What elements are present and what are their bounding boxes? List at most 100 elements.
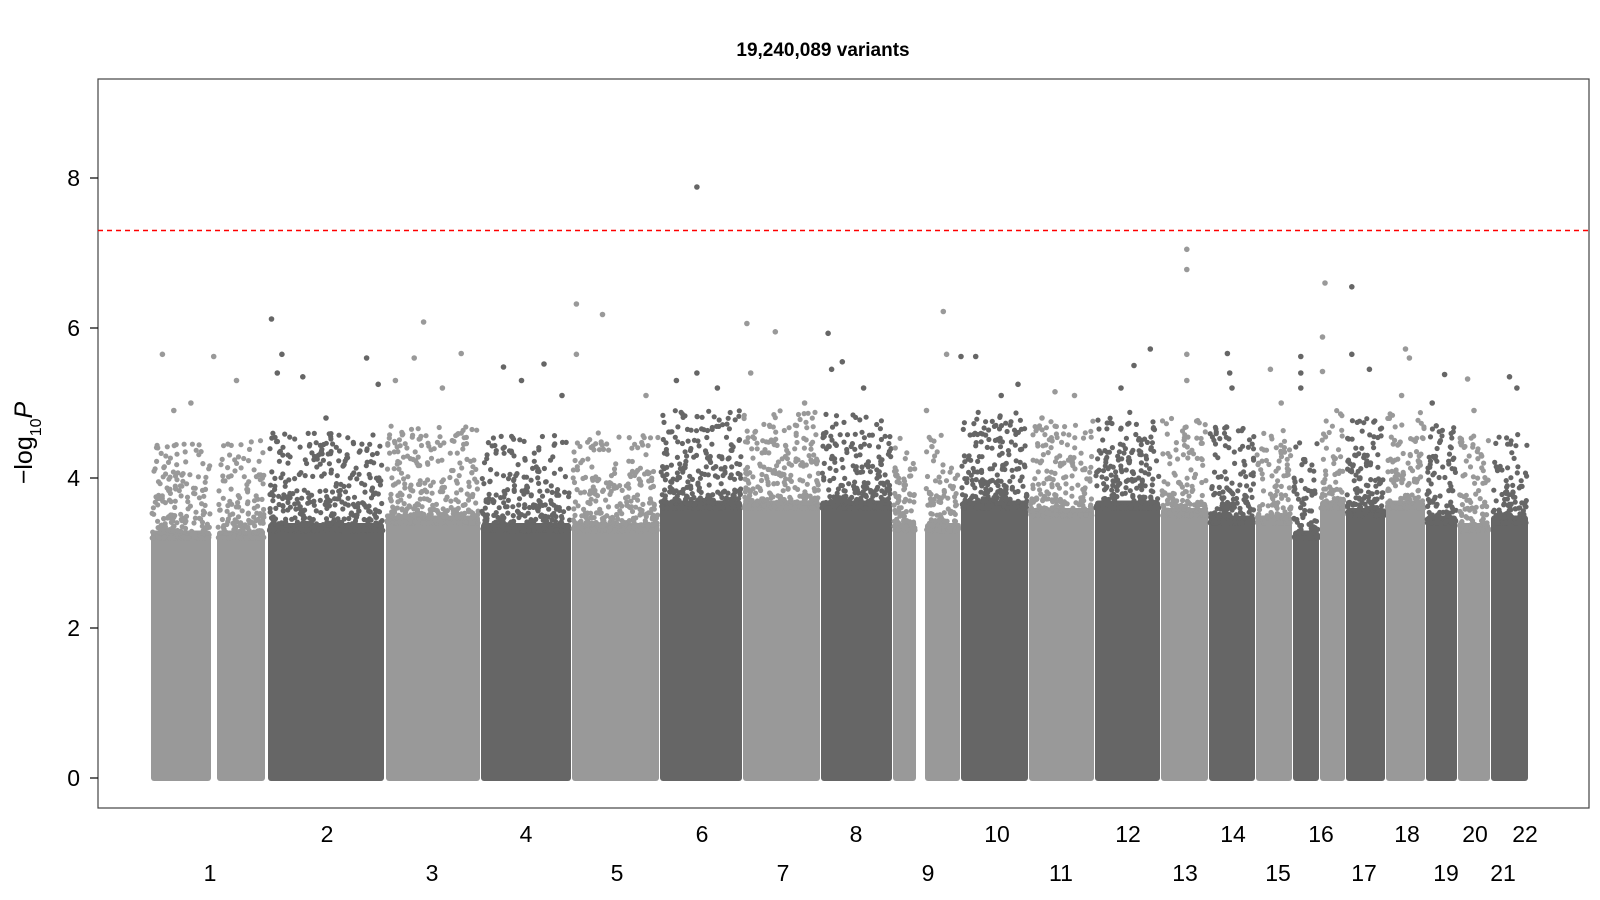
variant-point xyxy=(501,444,507,450)
variant-point xyxy=(1108,472,1114,478)
variant-point xyxy=(1216,490,1222,497)
variant-point xyxy=(1219,495,1225,501)
variant-point xyxy=(1035,512,1041,518)
variant-point xyxy=(519,525,525,531)
variant-point xyxy=(1156,473,1162,479)
variant-point xyxy=(646,478,652,484)
variant-point xyxy=(716,423,722,429)
variant-point xyxy=(1305,487,1311,493)
variant-point xyxy=(1208,515,1214,521)
variant-point xyxy=(1292,535,1298,541)
variant-point xyxy=(319,473,325,479)
variant-point xyxy=(311,502,317,508)
variant-point xyxy=(770,470,776,476)
variant-point xyxy=(1333,479,1339,485)
variant-point xyxy=(1202,429,1208,435)
variant-point xyxy=(407,516,413,523)
variant-point xyxy=(548,483,554,489)
variant-point xyxy=(451,438,457,444)
variant-point xyxy=(589,520,595,526)
variant-point xyxy=(649,527,655,533)
variant-point xyxy=(1226,436,1232,442)
variant-point xyxy=(626,485,632,491)
variant-point xyxy=(516,510,522,516)
variant-point xyxy=(595,522,601,528)
variant-point xyxy=(857,452,863,458)
variant-point xyxy=(1069,485,1075,491)
variant-point xyxy=(323,516,330,522)
variant-point xyxy=(524,483,530,489)
variant-point xyxy=(907,466,914,472)
variant-point xyxy=(301,487,307,493)
variant-point xyxy=(638,482,644,488)
variant-point xyxy=(1298,522,1305,529)
variant-point xyxy=(1163,421,1169,427)
variant-point xyxy=(1115,500,1121,506)
variant-point xyxy=(1130,469,1136,475)
variant-point xyxy=(1165,481,1171,487)
variant-point xyxy=(722,464,728,471)
variant-point xyxy=(425,520,431,526)
variant-point xyxy=(630,515,637,522)
variant-point xyxy=(697,501,703,507)
variant-point xyxy=(549,489,555,495)
variant-point xyxy=(814,461,820,467)
variant-point xyxy=(974,416,980,422)
variant-point xyxy=(975,498,981,504)
variant-point xyxy=(678,409,684,415)
variant-point xyxy=(801,411,807,417)
variant-point xyxy=(1006,452,1012,458)
variant-point xyxy=(841,439,847,445)
variant-point xyxy=(439,485,445,491)
variant-point xyxy=(1278,483,1284,489)
variant-point xyxy=(1286,447,1293,453)
variant-point xyxy=(1231,501,1237,507)
variant-point xyxy=(828,433,834,439)
variant-point xyxy=(221,526,227,532)
variant-point xyxy=(1273,468,1279,474)
variant-point xyxy=(997,444,1004,450)
variant-point xyxy=(398,470,405,476)
variant-point xyxy=(174,520,180,526)
variant-point xyxy=(800,478,806,484)
variant-point xyxy=(231,533,237,539)
variant-point xyxy=(620,519,626,525)
variant-point xyxy=(898,505,904,511)
variant-point xyxy=(184,494,191,500)
variant-point xyxy=(289,516,295,522)
variant-point xyxy=(629,508,636,515)
variant-point xyxy=(844,449,850,456)
variant-point xyxy=(1261,447,1267,453)
variant-point xyxy=(742,494,748,500)
variant-point xyxy=(202,486,209,492)
variant-point xyxy=(1191,474,1197,481)
variant-point xyxy=(240,526,246,532)
variant-point xyxy=(981,490,988,497)
variant-point xyxy=(1375,452,1381,458)
variant-point xyxy=(500,513,506,519)
variant-point xyxy=(387,432,393,438)
variant-point xyxy=(385,520,391,526)
variant-point xyxy=(551,510,557,517)
variant-point xyxy=(1088,434,1094,440)
variant-point xyxy=(1263,457,1269,464)
variant-point xyxy=(224,508,230,514)
variant-point xyxy=(473,500,479,506)
variant-point xyxy=(672,434,678,440)
variant-point xyxy=(1109,445,1115,451)
variant-point xyxy=(323,440,329,446)
variant-point xyxy=(498,433,504,439)
variant-point xyxy=(506,526,512,532)
variant-point xyxy=(1050,477,1056,483)
variant-point xyxy=(545,514,551,520)
variant-point xyxy=(736,496,742,502)
variant-point xyxy=(677,461,683,467)
variant-point xyxy=(1149,440,1155,446)
variant-point xyxy=(343,527,349,533)
variant-point xyxy=(1121,450,1127,456)
chromosome-16-point-cloud xyxy=(1293,530,1319,781)
variant-point xyxy=(552,518,559,525)
variant-point xyxy=(1365,489,1372,495)
variant-point xyxy=(1044,489,1050,495)
variant-point xyxy=(640,501,646,507)
